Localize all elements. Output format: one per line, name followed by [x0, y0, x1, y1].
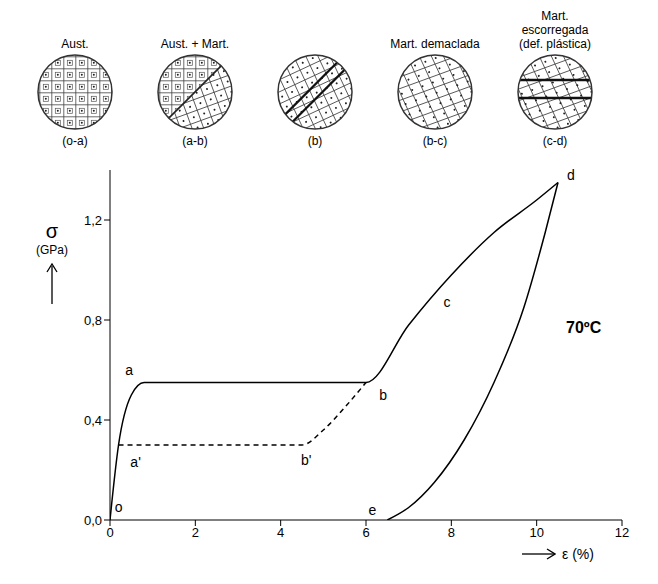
- svg-text:a': a': [130, 454, 140, 470]
- svg-text:0: 0: [106, 525, 113, 540]
- svg-text:escorregada: escorregada: [522, 23, 589, 37]
- svg-text:Aust.: Aust.: [61, 37, 88, 51]
- svg-text:Aust. + Mart.: Aust. + Mart.: [161, 37, 229, 51]
- svg-text:0,4: 0,4: [84, 413, 102, 428]
- svg-text:c: c: [444, 294, 451, 310]
- svg-text:(a-b): (a-b): [182, 134, 207, 148]
- svg-text:Mart.: Mart.: [541, 9, 568, 23]
- svg-text:0,8: 0,8: [84, 313, 102, 328]
- html-text:σ: σ: [45, 220, 59, 242]
- svg-text:(o-a): (o-a): [62, 134, 87, 148]
- svg-text:(b-c): (b-c): [423, 134, 448, 148]
- svg-text:b': b': [301, 452, 311, 468]
- svg-text:10: 10: [529, 525, 543, 540]
- svg-text:d: d: [567, 167, 575, 183]
- html-text:(GPa): (GPa): [36, 243, 68, 257]
- svg-text:(b): (b): [308, 134, 323, 148]
- svg-text:6: 6: [362, 525, 369, 540]
- svg-text:b: b: [379, 387, 387, 403]
- svg-text:1,2: 1,2: [84, 213, 102, 228]
- svg-text:(c-d): (c-d): [543, 134, 568, 148]
- svg-text:0,0: 0,0: [84, 513, 102, 528]
- svg-text:a: a: [125, 362, 133, 378]
- svg-text:70ºC: 70ºC: [566, 319, 602, 336]
- svg-text:e: e: [369, 502, 377, 518]
- svg-text:8: 8: [448, 525, 455, 540]
- svg-text:12: 12: [615, 525, 629, 540]
- html-text:ε (%): ε (%): [562, 546, 594, 562]
- svg-text:2: 2: [192, 525, 199, 540]
- svg-text:Mart. demaclada: Mart. demaclada: [390, 37, 480, 51]
- svg-text:(def. plástica): (def. plástica): [519, 37, 591, 51]
- svg-text:o: o: [115, 499, 123, 515]
- svg-text:4: 4: [277, 525, 284, 540]
